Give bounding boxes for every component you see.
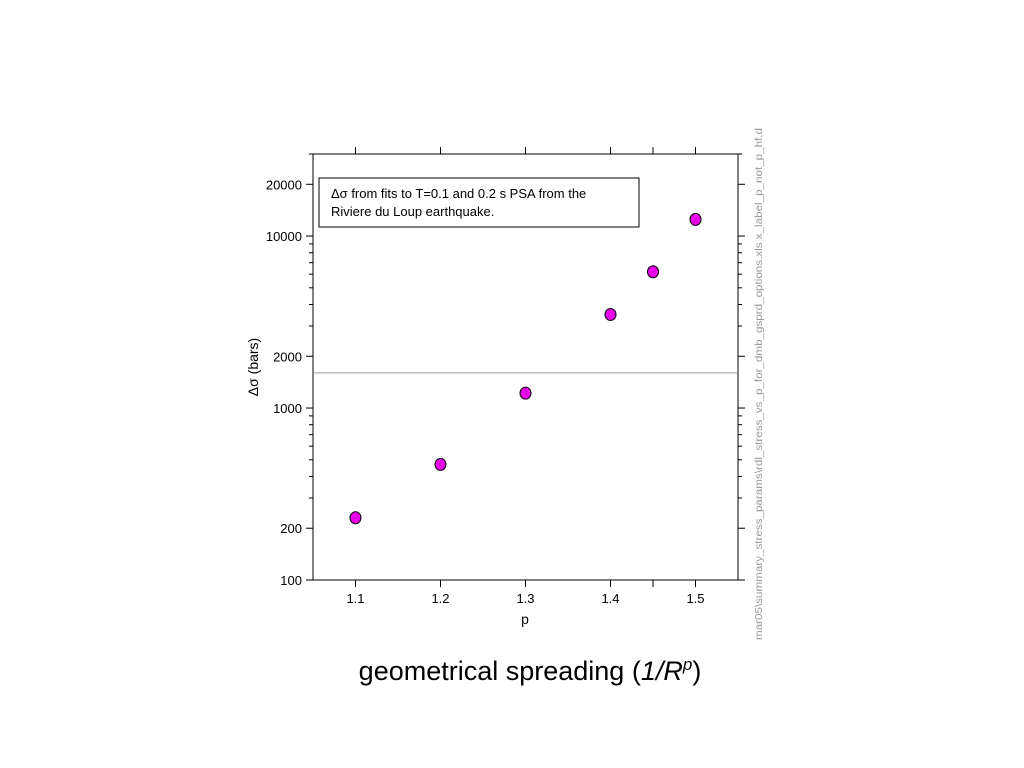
x-axis-label: p [521, 611, 529, 627]
annotation-line-1: Δσ from fits to T=0.1 and 0.2 s PSA from… [331, 186, 586, 201]
y-axis-label: Δσ (bars) [245, 338, 261, 396]
caption-superscript: p [682, 655, 693, 674]
data-points [349, 212, 702, 525]
caption-suffix: ) [692, 656, 702, 686]
x-axis-tick-labels: 1.1 1.2 1.3 1.4 1.5 [346, 591, 704, 606]
x-tick-label: 1.5 [686, 591, 704, 606]
side-file-label: mar05\summary_stress_params\rdl_stress_v… [754, 128, 765, 640]
x-tick-label: 1.3 [516, 591, 534, 606]
data-point [647, 265, 659, 279]
y-axis-ticks [306, 153, 745, 581]
data-point [434, 457, 447, 471]
data-point [349, 511, 362, 525]
y-tick-label: 200 [280, 521, 302, 536]
y-tick-label: 100 [280, 573, 302, 588]
y-axis-tick-labels: 20000 10000 2000 1000 200 100 [266, 177, 302, 588]
slide-caption: geometrical spreading (1/Rp) [0, 656, 1024, 687]
data-point [519, 386, 532, 400]
x-tick-label: 1.2 [431, 591, 449, 606]
y-tick-label: 10000 [266, 229, 302, 244]
y-tick-label: 2000 [273, 349, 302, 364]
x-tick-label: 1.1 [346, 591, 364, 606]
caption-prefix: geometrical spreading ( [358, 656, 641, 686]
data-point [689, 212, 702, 226]
data-point [604, 307, 617, 321]
x-tick-label: 1.4 [601, 591, 619, 606]
y-tick-label: 1000 [273, 401, 302, 416]
caption-formula: 1/R [640, 656, 683, 686]
annotation-box [318, 177, 640, 228]
x-axis-ticks [355, 147, 696, 587]
annotation-line-2: Riviere du Loup earthquake. [331, 204, 494, 219]
y-tick-label: 20000 [266, 177, 302, 192]
